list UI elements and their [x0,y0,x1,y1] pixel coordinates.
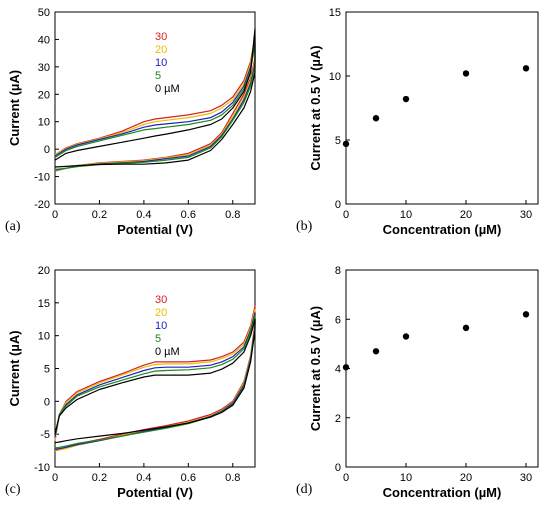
data-point [372,115,380,122]
y-tick-label: 6 [335,314,341,326]
panel-label: (a) [5,219,21,234]
x-tick-label: 0 [52,209,58,221]
y-tick-label: 0 [335,462,341,474]
y-tick-label: 8 [335,265,341,277]
legend-entry: 10 [155,57,167,69]
y-tick-label: -20 [34,199,50,211]
y-tick-label: 20 [38,265,50,277]
y-axis-label: Current at 0.5 V (µA) [308,45,323,170]
x-tick-label: 10 [400,209,412,221]
panel-4: 0 10 20 30 0 2 4 6 8 Concentration (µM) Current at… [296,265,539,500]
x-tick-label: 0.2 [92,472,107,484]
series-line [54,315,256,449]
y-tick-label: 10 [38,331,50,343]
x-tick-label: 0 [343,209,349,221]
y-tick-label: 10 [329,71,341,83]
y-tick-label: -10 [34,172,50,184]
x-tick-label: 0.8 [225,472,240,484]
panel-label: (d) [296,482,313,497]
y-tick-label: 4 [335,364,341,376]
x-tick-label: 20 [460,472,472,484]
panel-label: (b) [296,219,313,234]
x-tick-label: 0.6 [181,209,196,221]
legend-entry: 30 [155,294,167,306]
plot-frame [345,269,539,468]
data-point [522,65,530,72]
x-tick-label: 0.6 [181,472,196,484]
x-axis-label: Potential (V) [117,222,193,237]
x-axis-label: Concentration (µM) [383,222,502,237]
y-tick-label: -10 [34,462,50,474]
y-tick-label: 50 [38,7,50,19]
legend-entry: 0 µM [155,346,180,358]
legend-entry: 10 [155,320,167,332]
plot-frame [345,11,539,205]
legend-entry: 5 [155,70,161,82]
x-tick-label: 30 [520,472,532,484]
y-tick-label: 0 [335,199,341,211]
data-point [462,324,470,332]
legend-entry: 30 [155,31,167,43]
y-tick-label: 15 [38,298,50,310]
x-tick-label: 0.4 [136,472,151,484]
data-point [402,333,410,340]
legend-entry: 0 µM [155,83,180,95]
data-point [462,70,470,77]
x-tick-label: 0 [343,472,349,484]
data-point [522,311,530,318]
panel-2: 0 10 20 30 0 5 10 15 Concentration (µM) Current a… [296,7,539,237]
y-tick-label: 15 [329,7,341,19]
x-tick-label: 10 [400,472,412,484]
panel-1: 0 0.2 0.4 0.6 0.8-20-1001020304050Potential … [5,7,256,237]
x-tick-label: 0.4 [136,209,151,221]
data-point [372,348,380,355]
data-point [342,364,350,371]
x-axis-label: Potential (V) [117,485,193,500]
y-axis-label: Current (µA) [7,330,22,406]
data-point [402,95,410,103]
y-axis-label: Current (µA) [7,70,22,146]
y-tick-label: 20 [38,89,50,101]
series-line [54,318,256,444]
x-tick-label: 20 [460,209,472,221]
y-tick-label: 40 [38,34,50,46]
series-line [54,305,256,452]
y-tick-label: 5 [44,364,50,376]
y-tick-label: 5 [335,135,341,147]
panel-label: (c) [5,482,21,497]
legend-entry: 20 [155,307,167,319]
y-tick-label: 0 [44,396,50,408]
y-tick-label: 0 [44,144,50,156]
x-tick-label: 30 [520,209,532,221]
x-tick-label: 0 [52,472,58,484]
y-tick-label: -5 [40,429,50,441]
x-tick-label: 0.8 [225,209,240,221]
x-axis-label: Concentration (µM) [383,485,502,500]
plot-frame [54,11,256,205]
legend-entry: 20 [155,44,167,56]
y-tick-label: 10 [38,117,50,129]
y-tick-label: 2 [335,413,341,425]
y-axis-label: Current at 0.5 V (µA) [308,306,323,431]
y-tick-label: 30 [38,62,50,74]
series-line [54,27,256,168]
data-point [342,140,350,148]
x-tick-label: 0.2 [92,209,107,221]
legend-entry: 5 [155,333,161,345]
